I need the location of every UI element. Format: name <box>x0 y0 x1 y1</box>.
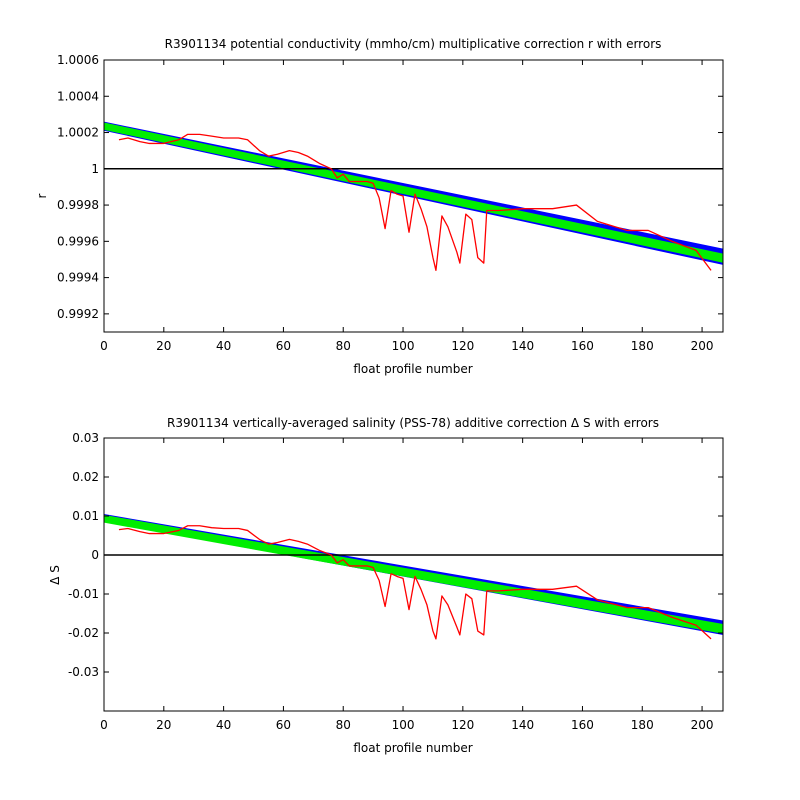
y-tick-label: 1.0004 <box>57 89 99 103</box>
y-tick-label: 0 <box>91 548 99 562</box>
y-tick-label: 0.9996 <box>57 234 99 248</box>
x-tick-label: 0 <box>100 339 108 353</box>
series-line <box>118 525 712 640</box>
y-tick-label: 0.03 <box>72 431 99 445</box>
axes: 0 20 40 60 80 100 120 140 160 180 200 0.9992 0.9994 0… <box>57 53 724 353</box>
x-tick-label: 120 <box>451 339 474 353</box>
y-tick-label: 1.0002 <box>57 126 99 140</box>
x-tick-label: 160 <box>571 339 594 353</box>
y-axis-label: r <box>35 193 49 198</box>
x-tick-label: 160 <box>571 718 594 732</box>
y-tick-label: 0.9994 <box>57 271 99 285</box>
x-tick-label: 120 <box>451 718 474 732</box>
x-tick-label: 140 <box>511 339 534 353</box>
x-tick-label: 80 <box>336 339 351 353</box>
x-tick-label: 20 <box>156 339 171 353</box>
chart-panel-salinity-delta-s: R3901134 vertically-averaged salinity (P… <box>48 416 724 755</box>
y-tick-label: -0.03 <box>68 665 99 679</box>
x-axis-label: float profile number <box>353 362 472 376</box>
fit-band <box>104 122 723 263</box>
x-tick-label: 100 <box>392 339 415 353</box>
y-tick-label: 0.01 <box>72 509 99 523</box>
x-tick-label: 200 <box>691 339 714 353</box>
y-axis-label: Δ S <box>48 565 62 585</box>
x-tick-label: 60 <box>276 718 291 732</box>
axes: 0 20 40 60 80 100 120 140 160 180 200 -0.03 -0.02 -0.… <box>68 431 724 732</box>
x-tick-label: 180 <box>631 718 654 732</box>
plot-frame <box>103 59 724 333</box>
chart-title: R3901134 vertically-averaged salinity (P… <box>167 416 659 430</box>
y-tick-label: 0.9998 <box>57 198 99 212</box>
x-tick-label: 200 <box>691 718 714 732</box>
plot-area <box>104 514 723 640</box>
y-tick-label: 1 <box>91 162 99 176</box>
plot-frame <box>103 437 724 712</box>
chart-panel-conductivity-r: R3901134 potential conductivity (mmho/cm… <box>35 37 724 376</box>
x-tick-label: 100 <box>392 718 415 732</box>
x-tick-label: 180 <box>631 339 654 353</box>
fit-band <box>104 514 723 634</box>
y-tick-label: 0.02 <box>72 470 99 484</box>
x-tick-label: 40 <box>216 718 231 732</box>
x-tick-label: 80 <box>336 718 351 732</box>
x-tick-label: 40 <box>216 339 231 353</box>
plot-area <box>104 121 723 271</box>
x-tick-label: 60 <box>276 339 291 353</box>
x-tick-label: 140 <box>511 718 534 732</box>
chart-title: R3901134 potential conductivity (mmho/cm… <box>165 37 662 51</box>
y-tick-label: -0.01 <box>68 587 99 601</box>
x-tick-label: 20 <box>156 718 171 732</box>
y-tick-label: 0.9992 <box>57 307 99 321</box>
x-axis-label: float profile number <box>353 741 472 755</box>
y-tick-label: -0.02 <box>68 626 99 640</box>
y-tick-label: 1.0006 <box>57 53 99 67</box>
x-tick-label: 0 <box>100 718 108 732</box>
series-line <box>118 133 712 271</box>
